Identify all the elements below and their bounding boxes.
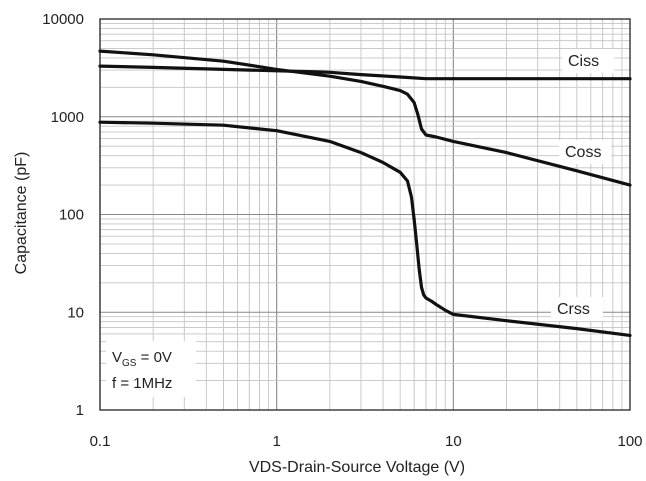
y-tick-label: 10 [67, 304, 84, 321]
x-tick-label: 0.1 [90, 433, 111, 450]
x-tick-label: 100 [617, 433, 642, 450]
y-axis-label: Capacitance (pF) [13, 152, 30, 275]
x-tick-label: 10 [445, 433, 462, 450]
series-line-coss [98, 49, 632, 187]
condition-vgs: VGS = 0V [112, 349, 172, 369]
y-tick-label: 1000 [51, 109, 84, 126]
series-label-background [559, 140, 611, 164]
x-tick-label: 1 [272, 433, 280, 450]
grid [99, 19, 630, 411]
y-tick-label: 10000 [42, 11, 84, 28]
series-label-background [562, 49, 614, 73]
series-line-ciss [98, 64, 632, 81]
x-axis-label: VDS-Drain-Source Voltage (V) [249, 459, 465, 476]
plot-frame [99, 18, 631, 411]
series-label-coss: Coss [565, 144, 601, 161]
y-tick-label: 100 [59, 207, 84, 224]
conditions-box: VGS = 0V f = 1MHz [106, 341, 196, 397]
series-line-crss [98, 120, 632, 337]
series-label-background [551, 297, 603, 321]
series-lines [98, 49, 632, 337]
series-label-crss: Crss [557, 301, 590, 318]
series-label-ciss: Ciss [568, 53, 599, 70]
condition-freq: f = 1MHz [112, 375, 172, 392]
conditions-background [106, 341, 196, 397]
plot-border [99, 18, 631, 411]
y-tick-label: 1 [76, 402, 84, 419]
series-labels: Ciss Coss Crss [551, 49, 614, 321]
tick-labels: 0.1 1 10 100 1 10 100 1000 10000 [42, 11, 642, 450]
